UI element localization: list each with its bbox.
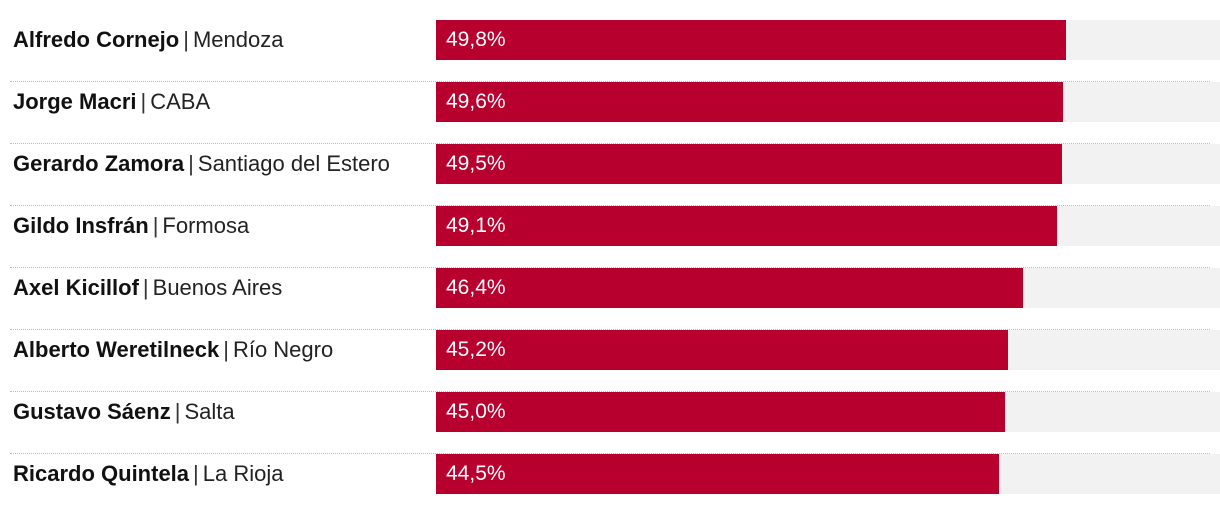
bar-track: 45,0% — [436, 392, 1220, 432]
label-separator: | — [188, 151, 194, 176]
bar-track: 44,5% — [436, 454, 1220, 494]
row-divider — [10, 329, 1210, 330]
bar-track: 45,2% — [436, 330, 1220, 370]
chart-row: Axel Kicillof | Buenos Aires 46,4% — [10, 268, 1220, 330]
province-name: Río Negro — [232, 337, 334, 362]
bar-track: 49,8% — [436, 20, 1220, 60]
bar: 49,5% — [436, 144, 1062, 184]
bar-value-label: 45,2% — [446, 338, 506, 361]
label-separator: | — [140, 89, 147, 114]
province-name: Buenos Aires — [152, 275, 283, 300]
row-label: Axel Kicillof | Buenos Aires — [13, 268, 282, 308]
chart-row: Alfredo Cornejo | Mendoza 49,8% — [10, 20, 1220, 82]
row-label: Gildo Insfrán | Formosa — [13, 206, 249, 246]
candidate-name: Axel Kicillof — [13, 275, 139, 300]
province-name: Mendoza — [192, 27, 284, 52]
bar-track: 46,4% — [436, 268, 1220, 308]
candidate-name: Gildo Insfrán — [13, 213, 149, 238]
bar: 46,4% — [436, 268, 1023, 308]
bar: 49,8% — [436, 20, 1066, 60]
chart-row: Alberto Weretilneck | Río Negro 45,2% — [10, 330, 1220, 392]
label-separator: | — [193, 461, 199, 486]
bar-track: 49,5% — [436, 144, 1220, 184]
label-separator: | — [142, 275, 149, 300]
candidate-name: Alfredo Cornejo — [13, 27, 180, 52]
bar-value-label: 49,8% — [446, 28, 506, 51]
label-separator: | — [223, 337, 229, 362]
row-label: Alberto Weretilneck | Río Negro — [13, 330, 333, 370]
candidate-name: Alberto Weretilneck — [13, 337, 220, 362]
candidate-name: Gerardo Zamora — [13, 151, 185, 176]
bar-value-label: 49,5% — [446, 152, 506, 175]
bar: 45,0% — [436, 392, 1005, 432]
bar-value-label: 49,1% — [446, 214, 506, 237]
candidate-name: Jorge Macri — [13, 89, 137, 114]
province-name: Santiago del Estero — [197, 151, 390, 176]
province-name: Salta — [184, 399, 235, 424]
row-divider — [10, 453, 1210, 454]
row-divider — [10, 205, 1210, 206]
province-name: Formosa — [162, 213, 250, 238]
row-label: Alfredo Cornejo | Mendoza — [13, 20, 283, 60]
bar-track: 49,1% — [436, 206, 1220, 246]
bar-value-label: 46,4% — [446, 276, 506, 299]
candidate-name: Ricardo Quintela — [13, 461, 190, 486]
row-label: Jorge Macri | CABA — [13, 82, 210, 122]
bar-value-label: 44,5% — [446, 462, 506, 485]
bar: 49,1% — [436, 206, 1057, 246]
province-name: CABA — [150, 89, 211, 114]
row-label: Gerardo Zamora | Santiago del Estero — [13, 144, 390, 184]
bar-track: 49,6% — [436, 82, 1220, 122]
bar-value-label: 49,6% — [446, 90, 506, 113]
chart-row: Ricardo Quintela | La Rioja 44,5% — [10, 454, 1220, 516]
row-divider — [10, 143, 1210, 144]
candidate-name: Gustavo Sáenz — [13, 399, 171, 424]
chart-row: Gildo Insfrán | Formosa 49,1% — [10, 206, 1220, 268]
province-name: La Rioja — [202, 461, 284, 486]
row-divider — [10, 267, 1210, 268]
bar: 49,6% — [436, 82, 1064, 122]
label-separator: | — [183, 27, 189, 52]
row-label: Ricardo Quintela | La Rioja — [13, 454, 283, 494]
bar-value-label: 45,0% — [446, 400, 506, 423]
row-label: Gustavo Sáenz | Salta — [13, 392, 235, 432]
chart-row: Gerardo Zamora | Santiago del Estero 49,5% — [10, 144, 1220, 206]
chart-row: Jorge Macri | CABA 49,6% — [10, 82, 1220, 144]
label-separator: | — [152, 213, 159, 238]
row-divider — [10, 391, 1210, 392]
bar: 44,5% — [436, 454, 999, 494]
chart-row: Gustavo Sáenz | Salta 45,0% — [10, 392, 1220, 454]
bar: 45,2% — [436, 330, 1008, 370]
row-divider — [10, 81, 1210, 82]
label-separator: | — [174, 399, 181, 424]
